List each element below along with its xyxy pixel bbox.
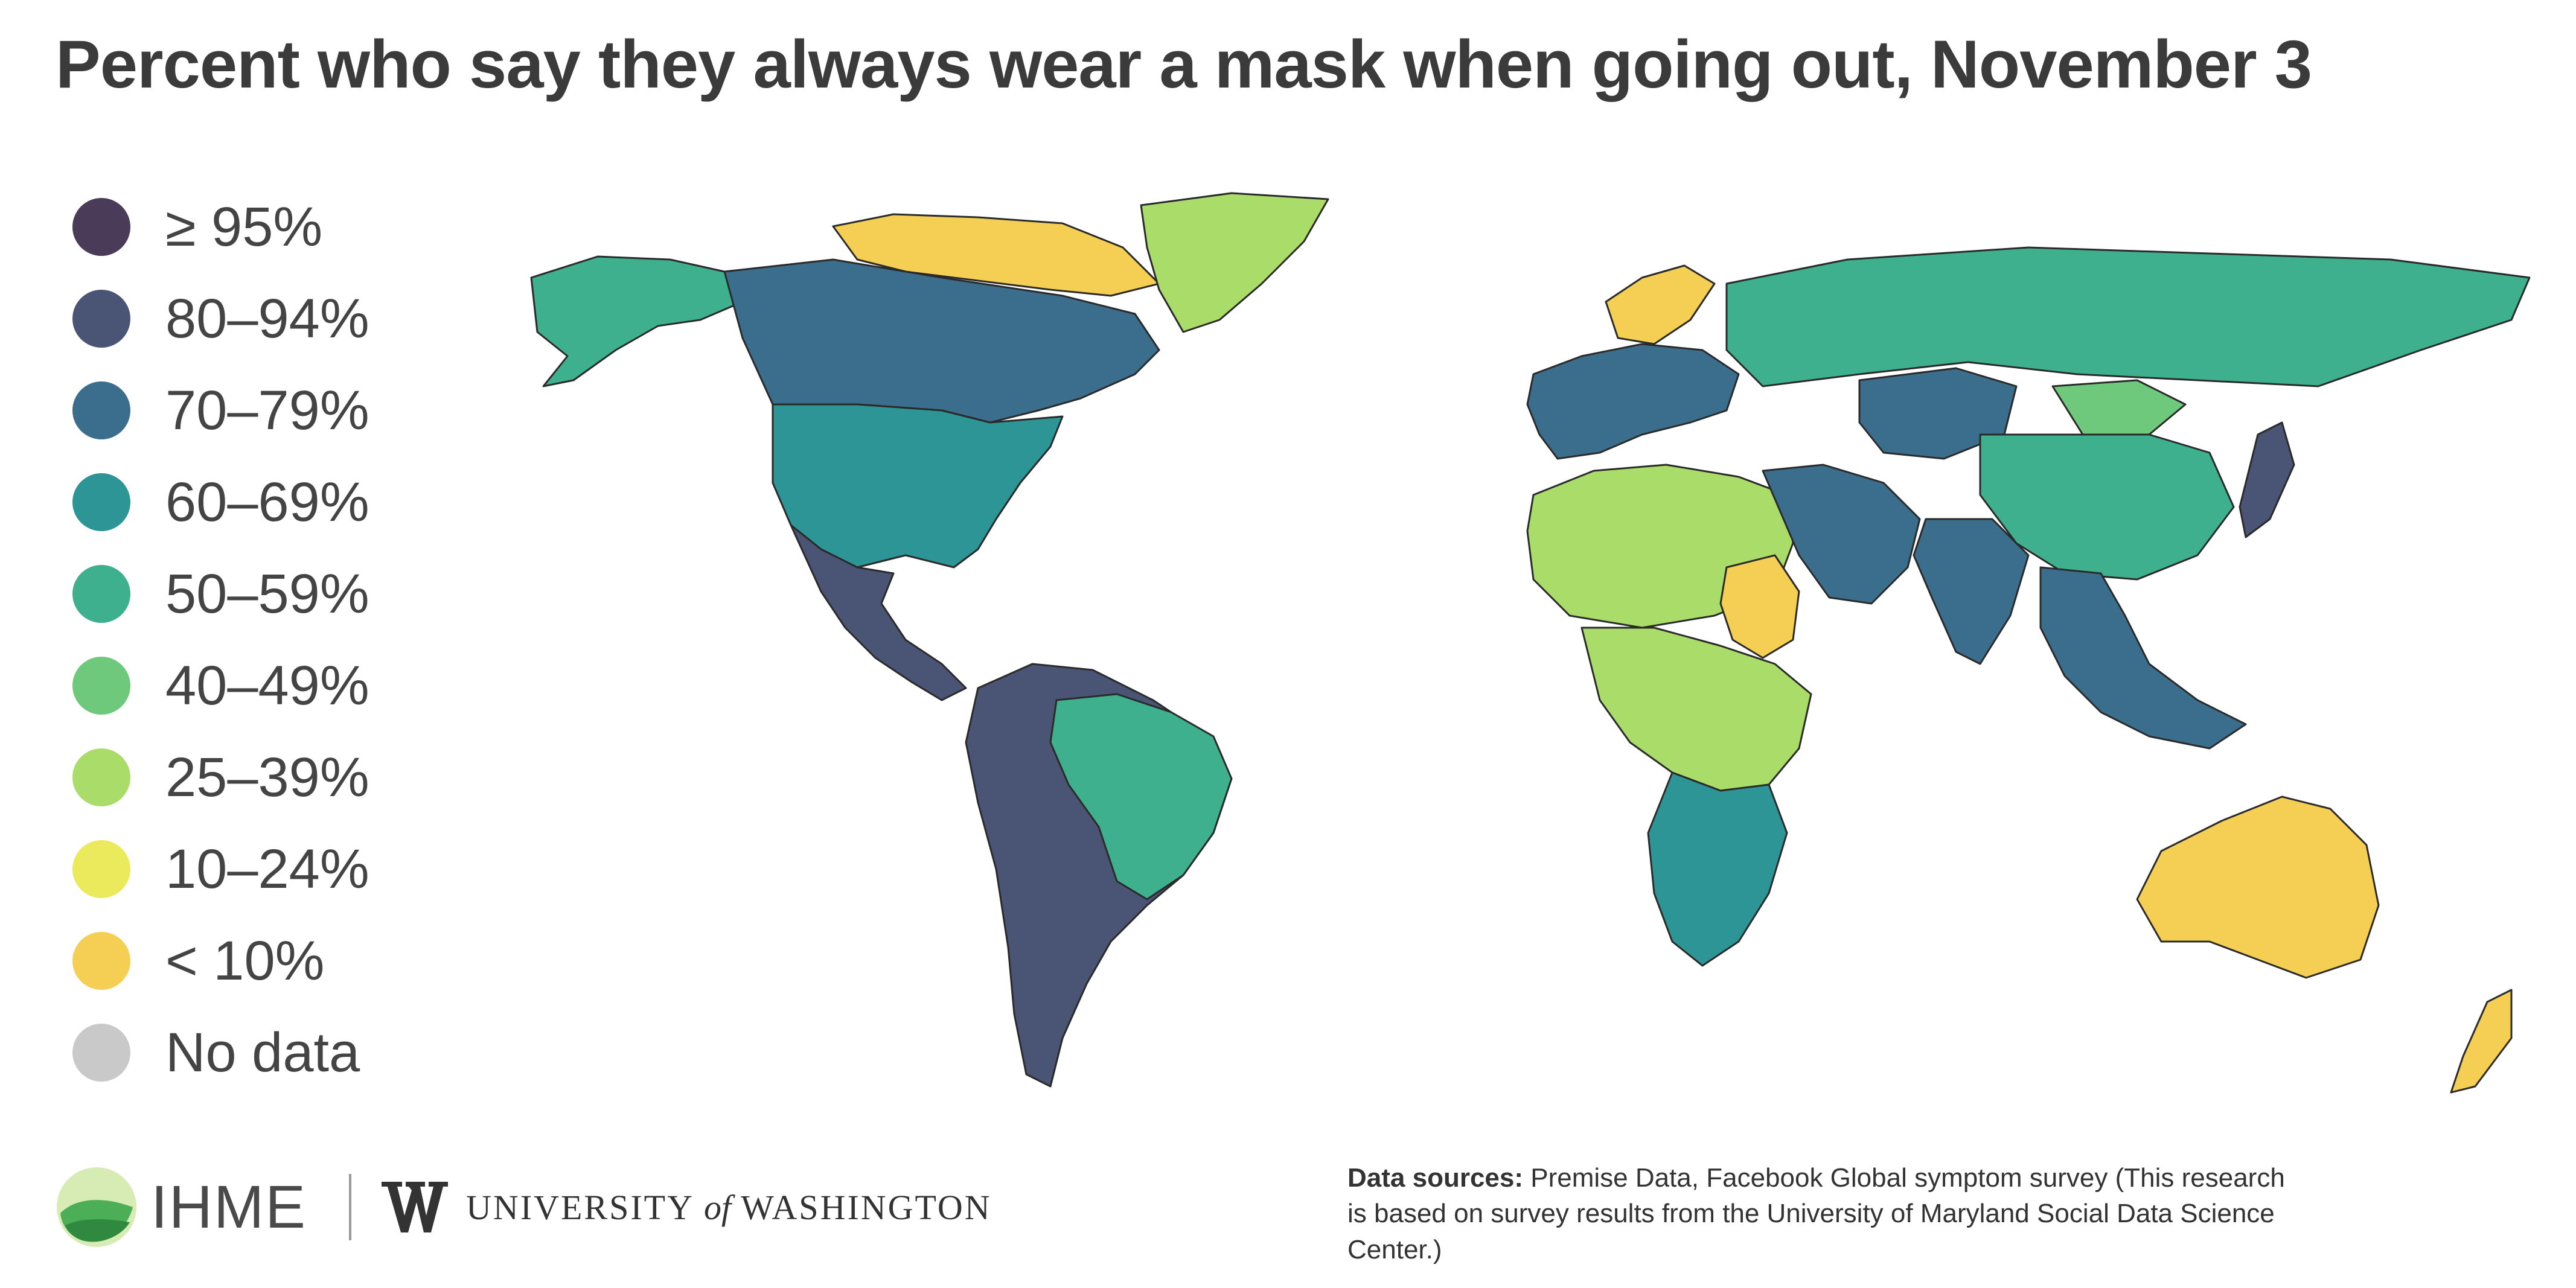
legend-item: No data bbox=[72, 1007, 369, 1098]
legend-label: No data bbox=[165, 1021, 360, 1083]
map-region-mongolia bbox=[2051, 379, 2187, 436]
map-region-greenland bbox=[1140, 192, 1329, 333]
legend-swatch bbox=[72, 198, 130, 256]
map-region-new-zealand bbox=[2450, 989, 2513, 1094]
uw-label-washington: WASHINGTON bbox=[741, 1187, 992, 1227]
legend-item: 80–94% bbox=[72, 273, 369, 365]
legend-label: < 10% bbox=[165, 929, 325, 992]
legend-swatch bbox=[72, 290, 130, 348]
map-region-central-africa bbox=[1580, 626, 1812, 792]
map-region-china bbox=[1979, 433, 2235, 581]
uw-w-logo-icon bbox=[382, 1182, 448, 1232]
legend-item: 60–69% bbox=[72, 456, 369, 548]
map-region-australia bbox=[2136, 795, 2380, 979]
map-title: Percent who say they always wear a mask … bbox=[56, 27, 2312, 102]
uw-label-of: of bbox=[703, 1187, 732, 1227]
legend-item: < 10% bbox=[72, 915, 369, 1007]
map-region-mexico-central-america bbox=[790, 524, 967, 701]
map-region-sudan bbox=[1719, 554, 1800, 659]
legend-swatch bbox=[72, 840, 130, 898]
legend-swatch bbox=[72, 381, 130, 439]
legend-item: 70–79% bbox=[72, 365, 369, 456]
map-region-kazakhstan bbox=[1858, 367, 2018, 460]
uw-wordmark: UNIVERSITY of WASHINGTON bbox=[466, 1187, 992, 1228]
map-region-alaska bbox=[530, 255, 744, 387]
legend-label: 50–59% bbox=[165, 563, 369, 625]
legend-label: 10–24% bbox=[165, 838, 369, 900]
sources-text: Premise Data, Facebook Global symptom su… bbox=[1347, 1163, 2285, 1264]
legend-label: 60–69% bbox=[165, 471, 369, 533]
legend-swatch bbox=[72, 1024, 130, 1082]
ihme-logo-icon bbox=[57, 1167, 136, 1247]
map-region-scandinavia bbox=[1605, 264, 1716, 345]
map-region-russia bbox=[1725, 246, 2531, 387]
legend-swatch bbox=[72, 657, 130, 715]
data-sources-note: Data sources: Premise Data, Facebook Glo… bbox=[1347, 1160, 2289, 1267]
legend-swatch bbox=[72, 748, 130, 806]
map-region-southeast-asia bbox=[2039, 566, 2247, 750]
logo-divider bbox=[349, 1174, 351, 1240]
legend-item: 40–49% bbox=[72, 640, 369, 732]
uw-label-university: UNIVERSITY bbox=[466, 1187, 694, 1227]
legend-label: 70–79% bbox=[165, 379, 369, 441]
legend-label: 25–39% bbox=[165, 746, 369, 808]
sources-heading: Data sources: bbox=[1347, 1163, 1524, 1193]
legend: ≥ 95% 80–94% 70–79% 60–69% 50–59% 40–49% 25–39… bbox=[72, 181, 369, 1098]
legend-item: 25–39% bbox=[72, 732, 369, 823]
legend-label: 80–94% bbox=[165, 287, 369, 349]
legend-item: 50–59% bbox=[72, 548, 369, 640]
legend-label: ≥ 95% bbox=[165, 196, 323, 258]
map-region-united-states bbox=[772, 403, 1064, 569]
map-region-india bbox=[1913, 518, 2030, 665]
legend-swatch bbox=[72, 565, 130, 623]
legend-item: ≥ 95% bbox=[72, 181, 369, 273]
legend-item: 10–24% bbox=[72, 823, 369, 915]
legend-label: 40–49% bbox=[165, 654, 369, 716]
map-region-middle-east bbox=[1762, 464, 1921, 605]
footer-logos: IHME UNIVERSITY of WASHINGTON bbox=[54, 1162, 992, 1252]
map-region-brazil bbox=[1049, 693, 1233, 901]
world-map bbox=[530, 192, 2531, 1094]
ihme-label: IHME bbox=[151, 1173, 307, 1241]
legend-swatch bbox=[72, 932, 130, 990]
legend-swatch bbox=[72, 473, 130, 531]
map-region-europe bbox=[1526, 343, 1740, 460]
map-region-southern-africa bbox=[1647, 771, 1788, 967]
map-region-japan bbox=[2239, 421, 2295, 538]
